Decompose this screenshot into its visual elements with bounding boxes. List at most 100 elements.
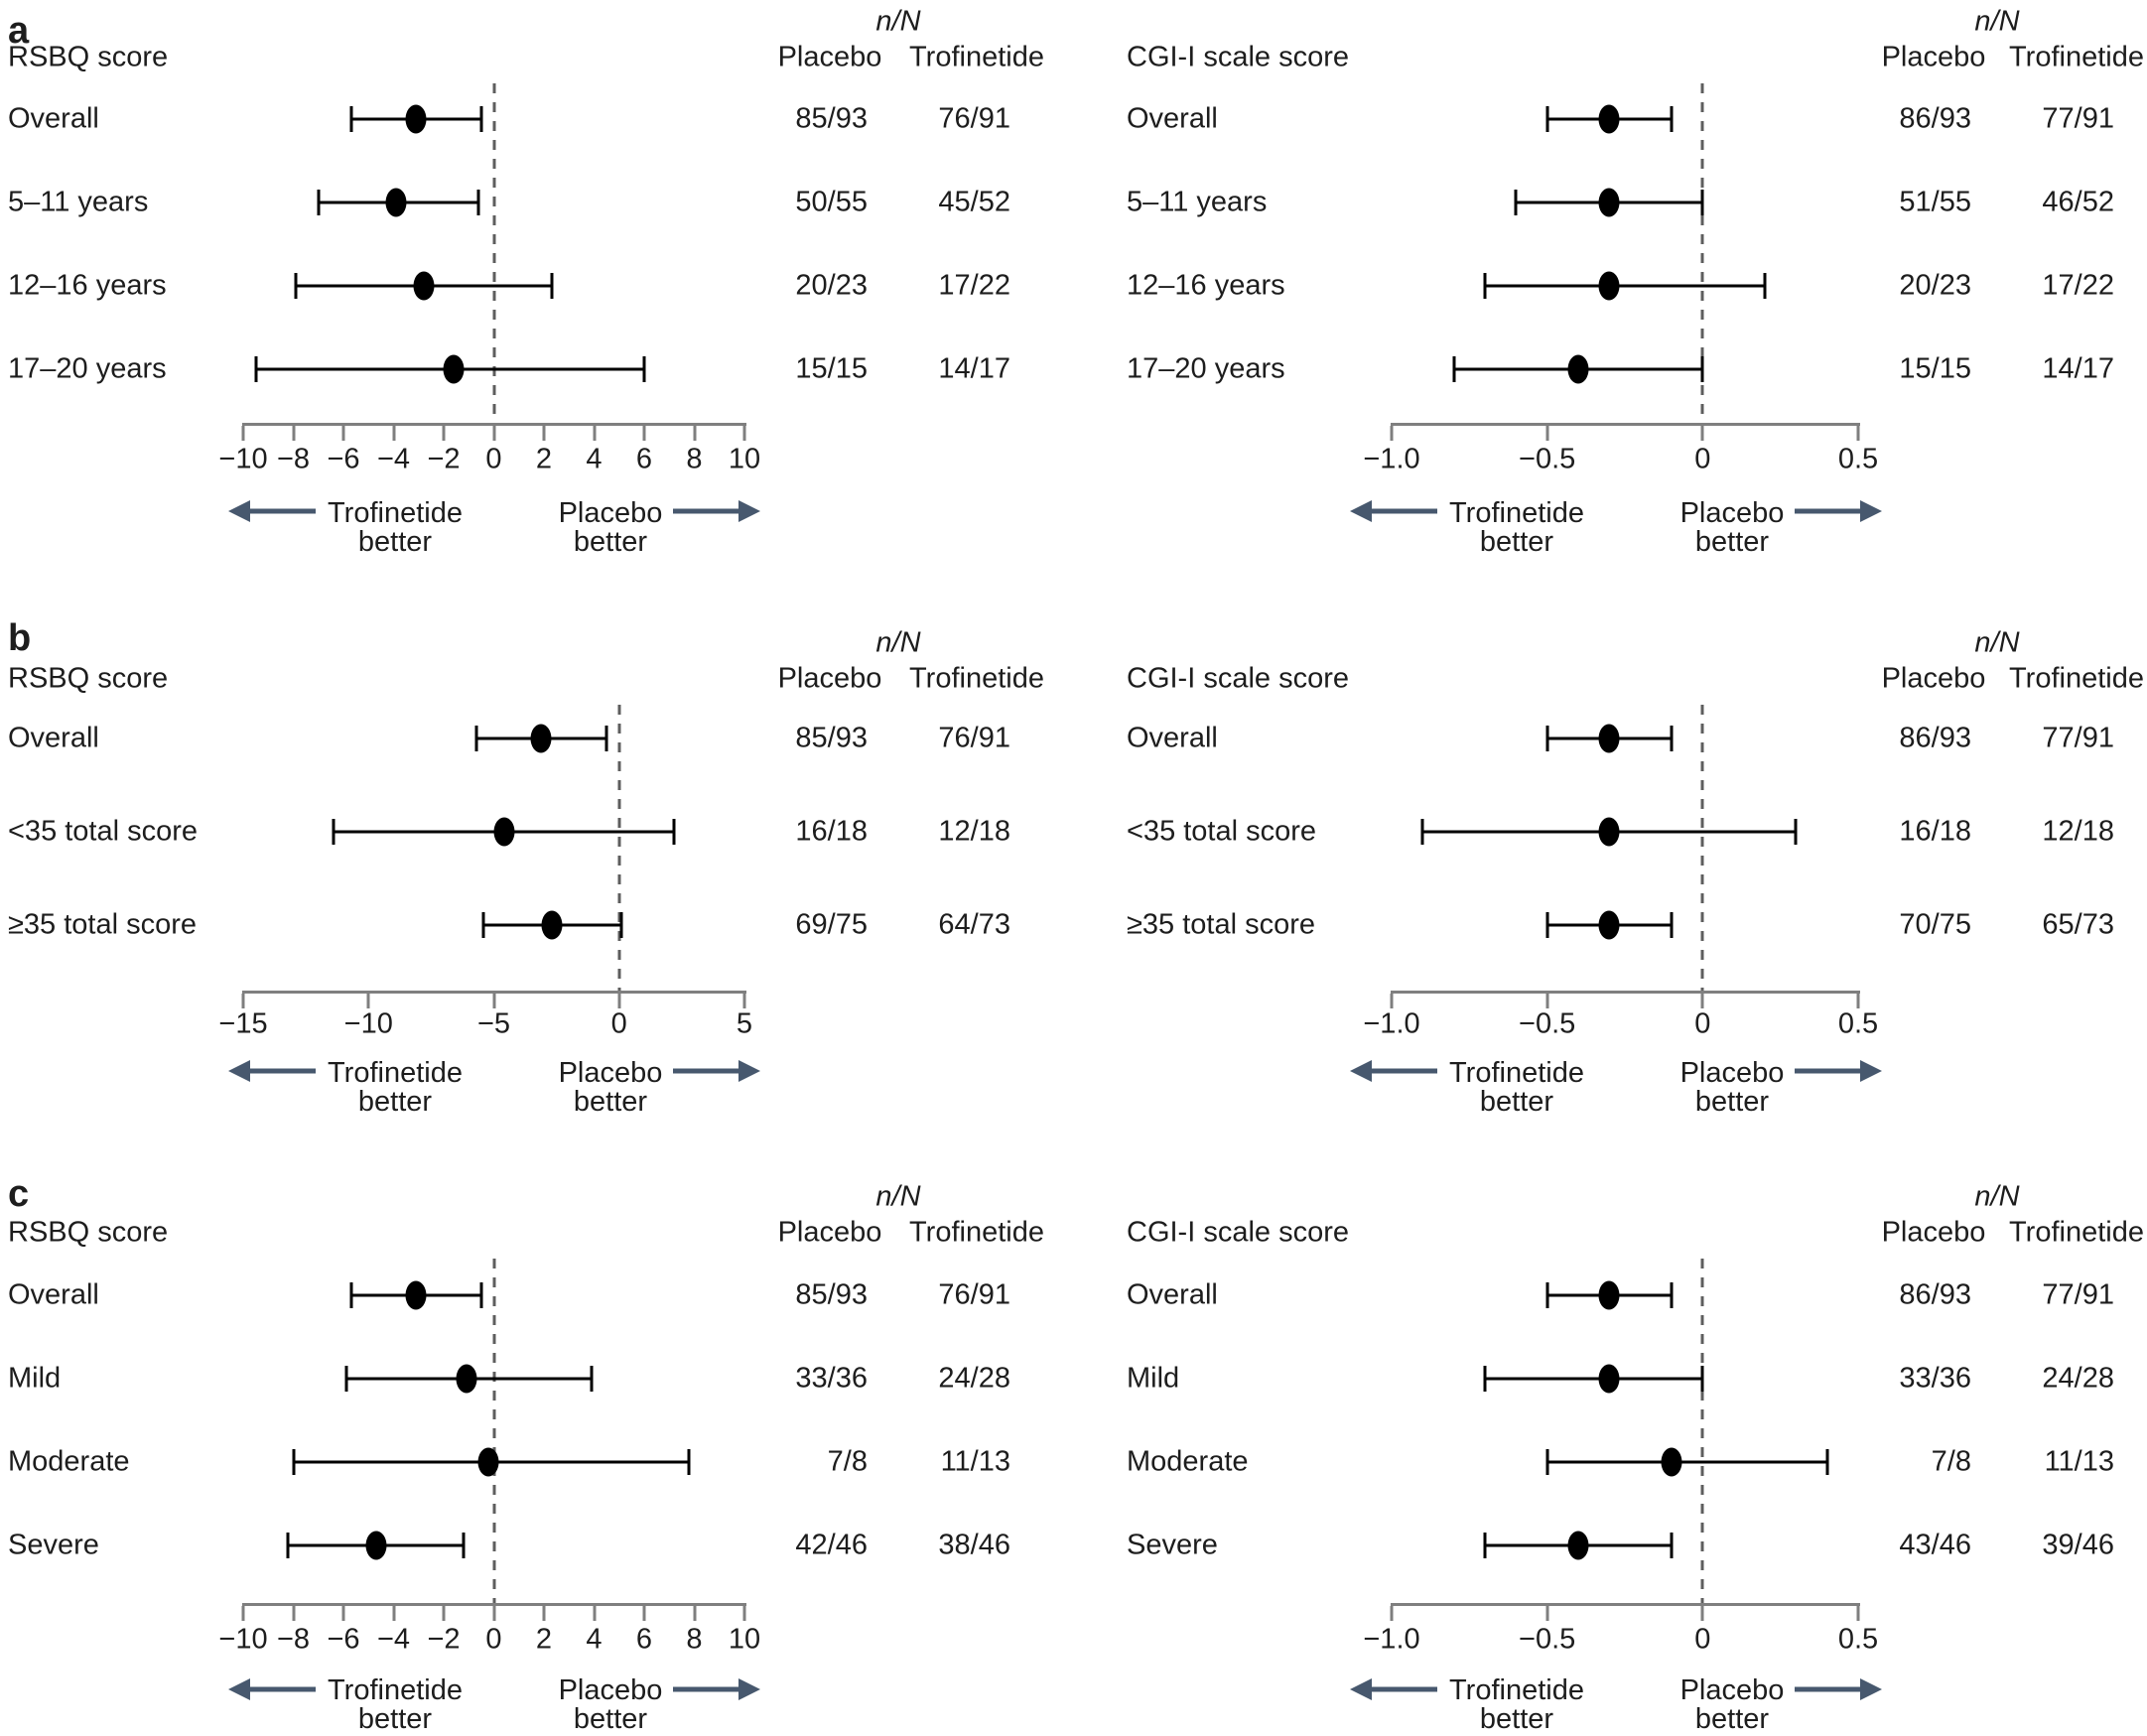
axis-tick <box>693 426 696 441</box>
trofinetide-column-header: Trofinetide <box>2009 1216 2144 1249</box>
axis-tick-label: 4 <box>586 443 603 475</box>
axis-tick-label: 6 <box>635 1623 653 1656</box>
trofinetide-nN-value: 77/91 <box>2042 1278 2114 1311</box>
axis-tick <box>1390 426 1394 441</box>
row-label: ≥35 total score <box>1127 908 1316 941</box>
panel-letter: b <box>8 617 32 659</box>
left-arrow-icon <box>1350 1678 1372 1700</box>
point-estimate-marker <box>443 354 465 384</box>
footer-left-line1: Trofinetide <box>1449 1057 1584 1089</box>
axis-tick <box>642 426 646 441</box>
ci-cap-right <box>642 356 646 382</box>
trofinetide-nN-value: 12/18 <box>2042 815 2114 848</box>
axis-tick-label: −15 <box>218 1007 268 1040</box>
ci-cap-left <box>1545 726 1549 751</box>
left-arrow-icon <box>228 500 250 522</box>
placebo-column-header: Placebo <box>1881 41 1986 73</box>
axis-tick <box>1545 994 1549 1008</box>
point-estimate-marker <box>1598 817 1620 847</box>
axis-tick-label: 10 <box>728 1623 761 1656</box>
axis-tick <box>1700 1606 1704 1621</box>
axis-tick <box>1856 1606 1860 1621</box>
panel-c-cgi: CGI-I scale score n/N Placebo Trofinetide −1… <box>1122 0 2147 1736</box>
axis-tick <box>292 1606 295 1621</box>
row-label: 12–16 years <box>8 269 167 302</box>
trofinetide-nN-value: 11/13 <box>2044 1445 2114 1478</box>
axis-tick-label: 4 <box>586 1623 603 1656</box>
footer-left-label: Trofinetide better <box>1449 499 1584 557</box>
ci-cap-left <box>1483 273 1487 299</box>
zero-line <box>1700 705 1704 991</box>
left-arrow-shaft <box>246 508 316 514</box>
right-arrow-shaft <box>1795 508 1864 514</box>
point-estimate-marker <box>1567 1531 1589 1560</box>
panel-title: RSBQ score <box>8 41 169 73</box>
panel-title: RSBQ score <box>8 662 169 695</box>
footer-right-label: Placebo better <box>1680 1676 1785 1734</box>
trofinetide-column-header: Trofinetide <box>2009 662 2144 695</box>
point-estimate-marker <box>1598 724 1620 753</box>
placebo-column-header: Placebo <box>777 41 882 73</box>
x-axis-line <box>1391 1603 1860 1606</box>
axis-tick <box>1390 1606 1394 1621</box>
axis-tick-label: −2 <box>427 443 461 475</box>
row-label: Mild <box>1127 1362 1180 1395</box>
footer-right-line2: better <box>1694 1703 1770 1735</box>
row-label: 5–11 years <box>1127 186 1268 218</box>
footer-left-label: Trofinetide better <box>1449 1059 1584 1117</box>
trofinetide-nN-value: 76/91 <box>938 722 1010 754</box>
zero-line <box>492 83 495 423</box>
point-estimate-marker <box>1598 1364 1620 1394</box>
axis-tick-label: 0.5 <box>1837 1007 1879 1040</box>
axis-tick-label: 0.5 <box>1837 1623 1879 1656</box>
placebo-column-header: Placebo <box>777 662 882 695</box>
row-label: Overall <box>8 102 99 135</box>
point-estimate-marker <box>365 1531 387 1560</box>
right-arrow-icon <box>738 500 760 522</box>
trofinetide-column-header: Trofinetide <box>909 41 1044 73</box>
row-label: Overall <box>1127 102 1218 135</box>
trofinetide-column-header: Trofinetide <box>2009 41 2144 73</box>
placebo-nN-value: 15/15 <box>1899 352 1971 385</box>
footer-left-line1: Trofinetide <box>1449 1674 1584 1706</box>
zero-line <box>617 705 621 991</box>
trofinetide-nN-value: 77/91 <box>2042 102 2114 135</box>
point-estimate-marker <box>1598 271 1620 301</box>
footer-left-line2: better <box>1479 1086 1554 1118</box>
right-arrow-shaft <box>1795 1686 1864 1692</box>
ci-cap-left <box>254 356 258 382</box>
placebo-nN-value: 16/18 <box>1899 815 1971 848</box>
trofinetide-nN-value: 76/91 <box>938 102 1010 135</box>
trofinetide-nN-value: 38/46 <box>938 1529 1010 1561</box>
placebo-column-header: Placebo <box>1881 662 1986 695</box>
point-estimate-marker <box>456 1364 477 1394</box>
point-estimate-marker <box>1598 188 1620 217</box>
trofinetide-nN-value: 17/22 <box>938 269 1010 302</box>
placebo-nN-value: 43/46 <box>1899 1529 1971 1561</box>
footer-left-line2: better <box>357 526 433 558</box>
left-arrow-shaft <box>1368 1686 1437 1692</box>
axis-tick-label: −10 <box>218 1623 268 1656</box>
footer-right-line2: better <box>573 526 648 558</box>
ci-cap-left <box>286 1533 290 1558</box>
axis-tick <box>241 994 245 1008</box>
trofinetide-nN-value: 14/17 <box>938 352 1010 385</box>
ci-cap-right <box>687 1449 691 1475</box>
ci-cap-right <box>1670 1533 1674 1558</box>
row-label: ≥35 total score <box>8 908 198 941</box>
trofinetide-nN-value: 12/18 <box>938 815 1010 848</box>
axis-tick-label: −8 <box>276 443 311 475</box>
axis-tick-label: −4 <box>376 1623 411 1656</box>
ci-cap-right <box>1700 356 1704 382</box>
axis-tick-label: −5 <box>476 1007 511 1040</box>
row-label: Severe <box>8 1529 99 1561</box>
ci-cap-right <box>1700 190 1704 215</box>
axis-tick-label: 8 <box>686 443 703 475</box>
right-arrow-shaft <box>673 1068 742 1074</box>
row-label: Overall <box>1127 1278 1218 1311</box>
row-label: <35 total score <box>1127 815 1317 848</box>
nN-header: n/N <box>1974 5 2020 38</box>
placebo-nN-value: 15/15 <box>795 352 868 385</box>
trofinetide-nN-value: 65/73 <box>2042 908 2114 941</box>
row-label: 5–11 years <box>8 186 149 218</box>
